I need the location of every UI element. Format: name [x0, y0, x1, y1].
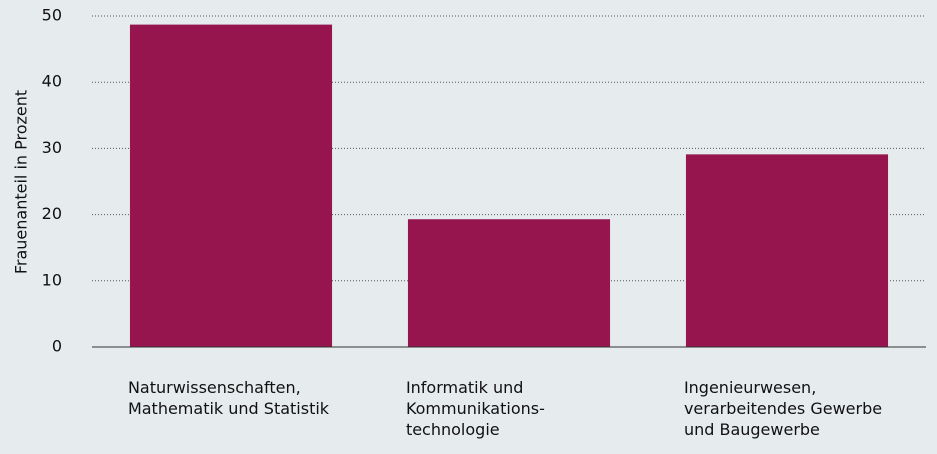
x-tick-label: Ingenieurwesen, [684, 378, 816, 397]
y-tick-label: 10 [42, 270, 62, 289]
x-tick-label: technologie [406, 420, 500, 439]
x-tick-label: Mathematik und Statistik [128, 399, 330, 418]
x-tick-label: und Baugewerbe [684, 420, 820, 439]
y-tick-label: 30 [42, 138, 62, 157]
bar [129, 24, 333, 348]
x-tick-label: Kommunikations- [406, 399, 545, 418]
y-tick-label: 0 [52, 337, 62, 356]
x-tick-label: verarbeitendes Gewerbe [684, 399, 882, 418]
y-tick-label: 20 [42, 204, 62, 223]
y-tick-label: 50 [42, 6, 62, 25]
bar [407, 219, 611, 347]
x-tick-label: Informatik und [406, 378, 523, 397]
x-tick-label: Naturwissenschaften, [128, 378, 301, 397]
y-axis-label: Frauenanteil in Prozent [12, 90, 31, 274]
y-tick-label: 40 [42, 72, 62, 91]
bar [685, 154, 889, 347]
